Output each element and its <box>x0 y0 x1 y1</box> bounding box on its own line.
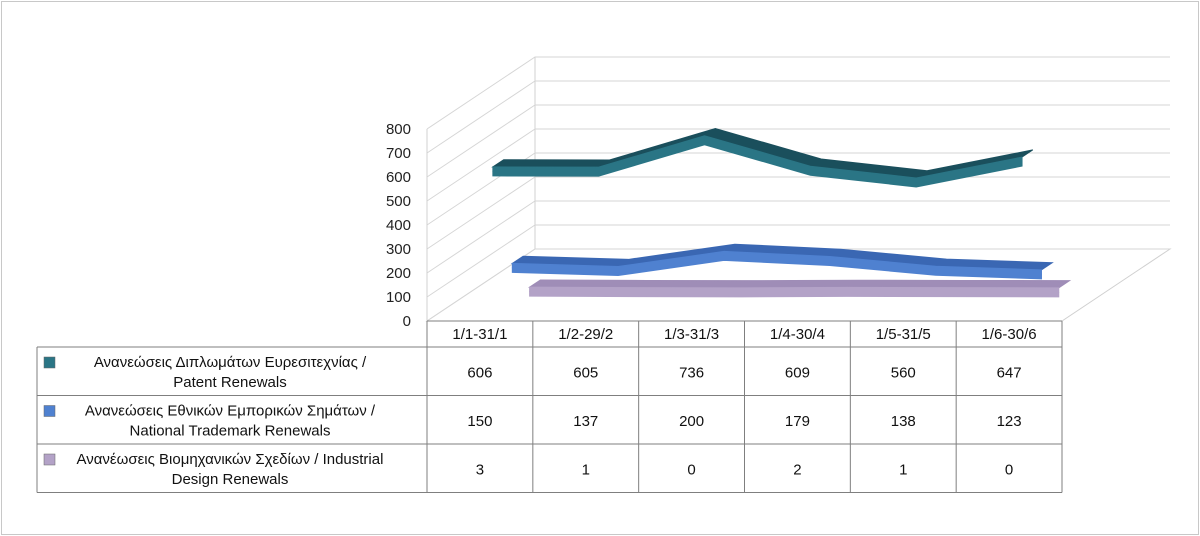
x-category-label: 1/6-30/6 <box>982 326 1037 343</box>
gridline <box>426 224 1170 298</box>
y-tick-label: 700 <box>386 145 411 162</box>
table-cell-value: 1 <box>899 461 907 478</box>
gridline <box>426 248 1170 322</box>
series-layer <box>491 127 1072 298</box>
data-point <box>952 291 954 293</box>
x-category-label: 1/5-31/5 <box>876 326 931 343</box>
legend-key <box>43 453 56 466</box>
table-cell-value: 605 <box>573 364 598 381</box>
data-point <box>846 291 848 293</box>
series-ribbon-top <box>527 279 1072 289</box>
table-cell-value: 138 <box>891 413 916 430</box>
table-cell-value: 736 <box>679 364 704 381</box>
data-point <box>829 260 831 262</box>
series-label: Design Renewals <box>172 471 289 488</box>
data-point <box>704 139 706 141</box>
table-cell-value: 0 <box>1005 461 1013 478</box>
y-tick-label: 100 <box>386 289 411 306</box>
table-cell-value: 560 <box>891 364 916 381</box>
data-point <box>1021 161 1023 163</box>
legend-key <box>43 405 56 417</box>
data-point <box>1058 291 1060 293</box>
legend-key <box>43 356 56 369</box>
y-tick-label: 200 <box>386 265 411 282</box>
y-tick-label: 500 <box>386 193 411 210</box>
data-point <box>511 267 513 269</box>
series-ribbon <box>492 135 1023 188</box>
data-point <box>935 270 937 272</box>
table-cell-value: 1 <box>582 461 590 478</box>
table-cell-value: 123 <box>997 413 1022 430</box>
series-label: Ανανεώσεις Εθνικών Εμπορικών Σημάτων / <box>85 403 376 420</box>
x-category-label: 1/2-29/2 <box>558 326 613 343</box>
series-label: Ανανέωσεις Βιομηχανικών Σχεδίων / Indust… <box>77 451 384 468</box>
table-cell-value: 200 <box>679 413 704 430</box>
x-category-label: 1/1-31/1 <box>452 326 507 343</box>
gridline <box>426 104 1170 178</box>
table-cell-value: 606 <box>467 364 492 381</box>
data-point <box>598 171 600 173</box>
series-ribbon <box>529 286 1060 298</box>
data-point <box>617 270 619 272</box>
data-table: 1/1-31/1 1/2-29/2 1/3-31/3 1/4-30/4 1/5-31/5… <box>36 320 1063 493</box>
y-tick-label: 400 <box>386 217 411 234</box>
y-tick-label: 800 <box>386 121 411 138</box>
data-point <box>723 255 725 257</box>
gridline <box>426 200 1170 274</box>
data-point <box>1040 273 1042 275</box>
table-cell-value: 0 <box>687 461 695 478</box>
gridline <box>426 152 1170 226</box>
data-point <box>809 170 811 172</box>
table-cell-value: 137 <box>573 413 598 430</box>
gridline <box>426 128 1170 202</box>
data-point <box>740 291 742 293</box>
y-axis-ticks: 0 100 200 300 400 500 600 700 800 <box>386 121 411 330</box>
series-ribbon <box>511 250 1042 280</box>
x-category-label: 1/3-31/3 <box>664 326 719 343</box>
y-tick-label: 0 <box>403 313 411 330</box>
table-cell-value: 179 <box>785 413 810 430</box>
table-cell-value: 150 <box>467 413 492 430</box>
data-point <box>634 291 636 293</box>
table-cell-value: 3 <box>476 461 484 478</box>
x-category-label: 1/4-30/4 <box>770 326 825 343</box>
y-tick-label: 300 <box>386 241 411 258</box>
series-label: Ανανεώσεις Διπλωμάτων Ευρεσιτεχνίας / <box>94 354 367 371</box>
table-cell-value: 2 <box>793 461 801 478</box>
data-point <box>529 291 531 293</box>
series-label: Patent Renewals <box>173 374 286 391</box>
table-cell-value: 609 <box>785 364 810 381</box>
gridline <box>426 176 1170 250</box>
data-point <box>915 181 917 183</box>
table-cell-value: 647 <box>997 364 1022 381</box>
gridline <box>426 56 1170 130</box>
y-tick-label: 600 <box>386 169 411 186</box>
series-label: National Trademark Renewals <box>130 423 331 440</box>
data-point <box>492 170 494 172</box>
gridline <box>426 80 1170 154</box>
